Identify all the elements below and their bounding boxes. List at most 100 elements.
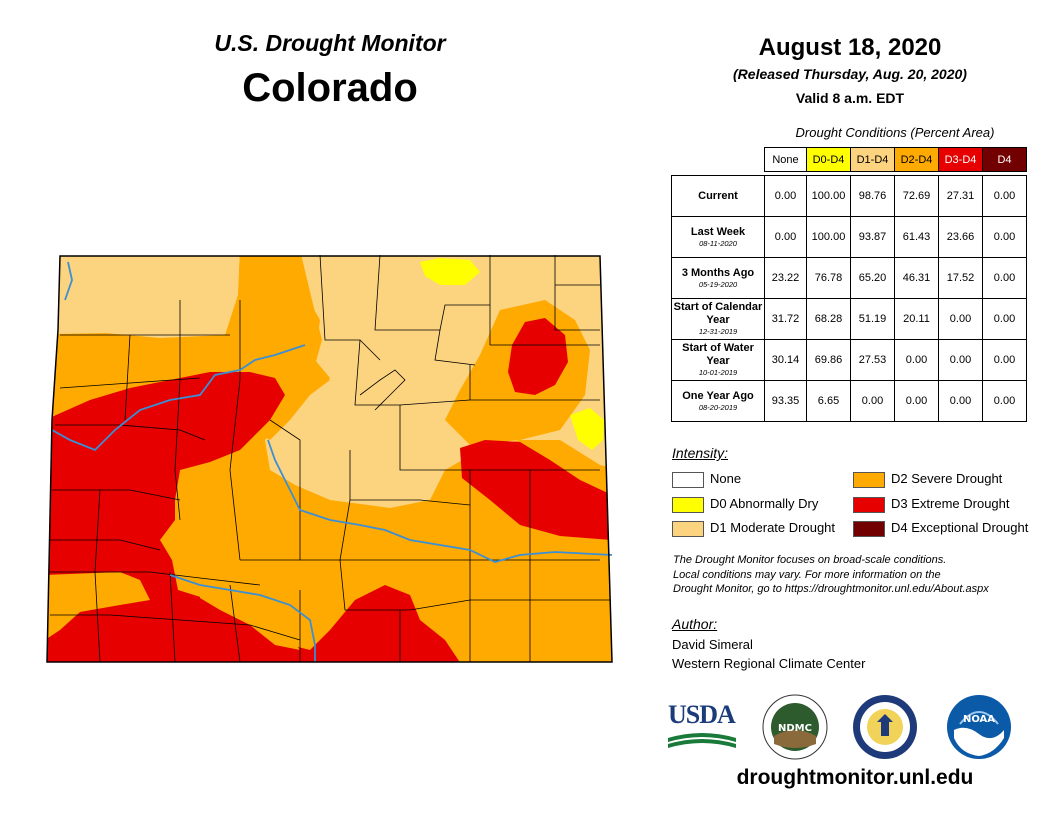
table-cell: 0.00 [894,380,939,422]
col-header-d2-d4: D2-D4 [894,147,939,172]
table-cell: 0.00 [938,380,983,422]
table-cell: 6.65 [806,380,851,422]
legend-title: Intensity: [672,445,729,461]
table-cell: 17.52 [938,257,983,299]
table-cell: 0.00 [764,175,807,217]
table-cell: 0.00 [982,175,1027,217]
d0-area-north [420,258,480,285]
table-corner [672,148,765,172]
table-cell: 69.86 [806,339,851,381]
col-header-d0-d4: D0-D4 [806,147,851,172]
legend-label: D2 Severe Drought [891,471,1003,486]
usda-logo: USDA [668,700,738,757]
commerce-seal-icon [853,695,917,759]
note-line: Drought Monitor, go to https://droughtmo… [673,583,989,595]
table-cell: 0.00 [982,380,1027,422]
legend-label: D3 Extreme Drought [891,496,1010,511]
note-line: Local conditions may vary. For more info… [673,568,941,581]
author-title: Author: [672,616,718,632]
table-cell: 61.43 [894,216,939,258]
col-header-d3-d4: D3-D4 [938,147,983,172]
table-cell: 68.28 [806,298,851,340]
row-label: Current [671,175,765,217]
table-cell: 100.00 [806,216,851,258]
table-cell: 30.14 [764,339,807,381]
table-caption: Drought Conditions (Percent Area) [795,125,995,140]
website-url[interactable]: droughtmonitor.unl.edu [736,766,974,789]
legend-label: D0 Abnormally Dry [710,496,819,511]
table-cell: 0.00 [938,339,983,381]
d3-area-northeast [508,318,568,395]
author-name: David Simeral [672,637,753,652]
table-cell: 0.00 [982,257,1027,299]
table-row: Start of Calendar Year 12-31-2019 31.72 6… [671,298,1027,340]
d3-area-east [460,440,612,540]
d2-area-sw-pocket [47,572,150,640]
table-cell: 93.87 [850,216,895,258]
table-cell: 0.00 [982,298,1027,340]
legend-item-d1: D1 Moderate Drought [672,520,835,537]
table-cell: 76.78 [806,257,851,299]
table-cell: 20.11 [894,298,939,340]
row-label: Last Week 08-11-2020 [671,216,765,258]
table-cell: 51.19 [850,298,895,340]
legend-swatch-d3 [853,496,885,513]
legend-swatch-d2 [853,471,885,488]
legend-swatch-none [672,471,704,488]
table-cell: 0.00 [938,298,983,340]
table-cell: 0.00 [764,216,807,258]
table-cell: 0.00 [982,339,1027,381]
d1-area-north [55,256,240,338]
legend-item-d0: D0 Abnormally Dry [672,496,818,513]
table-cell: 27.53 [850,339,895,381]
valid-time: Valid 8 a.m. EDT [795,90,905,106]
usda-hills-icon [668,733,736,748]
map-date: August 18, 2020 [758,34,942,61]
disclaimer-note: The Drought Monitor focuses on broad-sca… [673,553,1043,597]
legend-swatch-d1 [672,520,704,537]
legend-label: D1 Moderate Drought [710,520,836,535]
legend-item-d3: D3 Extreme Drought [853,496,1010,513]
author-org: Western Regional Climate Center [672,656,866,671]
table-row: Start of Water Year 10-01-2019 30.14 69.8… [671,339,1027,381]
legend-item-d2: D2 Severe Drought [853,471,1002,488]
release-date: (Released Thursday, Aug. 20, 2020) [733,66,967,82]
legend-item-none: None [672,471,741,488]
table-cell: 46.31 [894,257,939,299]
table-cell: 23.66 [938,216,983,258]
legend-swatch-d4 [853,520,885,537]
col-header-d4: D4 [982,147,1027,172]
table-cell: 0.00 [982,216,1027,258]
table-row: Last Week 08-11-2020 0.00 100.00 93.87 61… [671,216,1027,258]
row-label: 3 Months Ago 05-19-2020 [671,257,765,299]
rivers [51,261,613,662]
legend-label: D4 Exceptional Drought [891,520,1029,535]
d0-area-east [570,408,604,450]
table-row: One Year Ago 08-20-2019 93.35 6.65 0.00 0… [671,380,1027,422]
legend-item-d4: D4 Exceptional Drought [853,520,1028,537]
table-cell: 0.00 [894,339,939,381]
noaa-logo: NOAA [947,695,1011,759]
noaa-logo-text: NOAA [963,714,995,725]
monitor-title: U.S. Drought Monitor [214,30,446,56]
drought-map [46,254,613,663]
row-label: One Year Ago 08-20-2019 [671,380,765,422]
table-cell: 27.31 [938,175,983,217]
table-cell: 23.22 [764,257,807,299]
row-label: Start of Calendar Year 12-31-2019 [671,298,765,340]
legend-label: None [710,471,742,486]
table-row: 3 Months Ago 05-19-2020 23.22 76.78 65.20… [671,257,1027,299]
col-header-none: None [764,147,807,172]
table-cell: 65.20 [850,257,895,299]
table-cell: 0.00 [850,380,895,422]
row-label: Start of Water Year 10-01-2019 [671,339,765,381]
table-cell: 31.72 [764,298,807,340]
state-outline [46,255,613,663]
table-cell: 72.69 [894,175,939,217]
table-cell: 100.00 [806,175,851,217]
note-line: The Drought Monitor focuses on broad-sca… [673,554,947,566]
drought-conditions-table: None D0-D4 D1-D4 D2-D4 D3-D4 D4 Current … [671,147,1027,422]
table-row: Current 0.00 100.00 98.76 72.69 27.31 0.… [671,175,1027,217]
table-cell: 98.76 [850,175,895,217]
ndmc-logo: NDMC [762,694,828,760]
